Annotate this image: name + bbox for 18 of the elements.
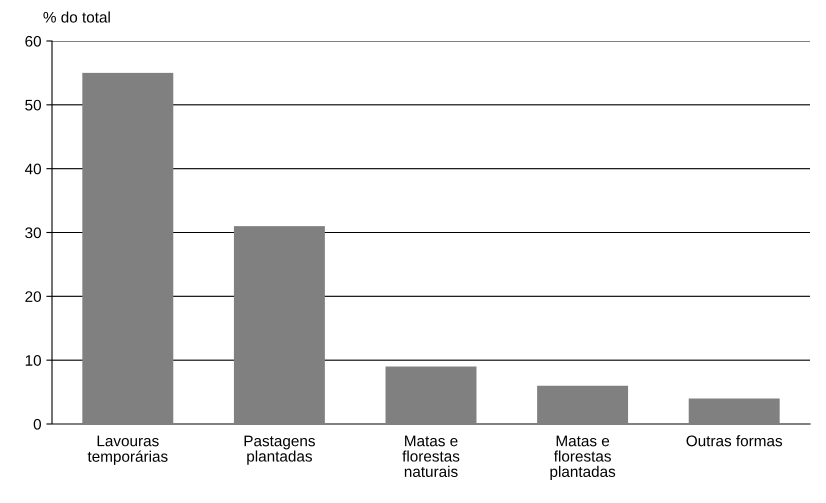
y-tick-label: 10 <box>26 355 41 366</box>
x-tick-label: Matas e florestas plantadas <box>550 436 616 480</box>
y-tick-label: 0 <box>34 418 41 430</box>
x-tick-label: Matas e florestas naturais <box>402 436 460 478</box>
bar <box>688 398 780 424</box>
x-tick-label: Lavouras temporárias <box>88 436 168 465</box>
y-tick-label: 50 <box>25 100 41 111</box>
bar <box>386 366 476 424</box>
x-tick-label: Outras formas <box>686 435 782 446</box>
bar <box>82 72 174 424</box>
y-tick-label: 30 <box>25 227 41 238</box>
y-tick-label: 60 <box>25 36 41 47</box>
y-tick-label: 20 <box>25 291 41 302</box>
y-axis-title: % do total <box>43 11 110 23</box>
bar <box>537 386 628 424</box>
y-tick-label: 40 <box>24 164 41 174</box>
x-tick-label: Pastagens plantadas <box>244 436 315 465</box>
bar <box>234 226 325 424</box>
